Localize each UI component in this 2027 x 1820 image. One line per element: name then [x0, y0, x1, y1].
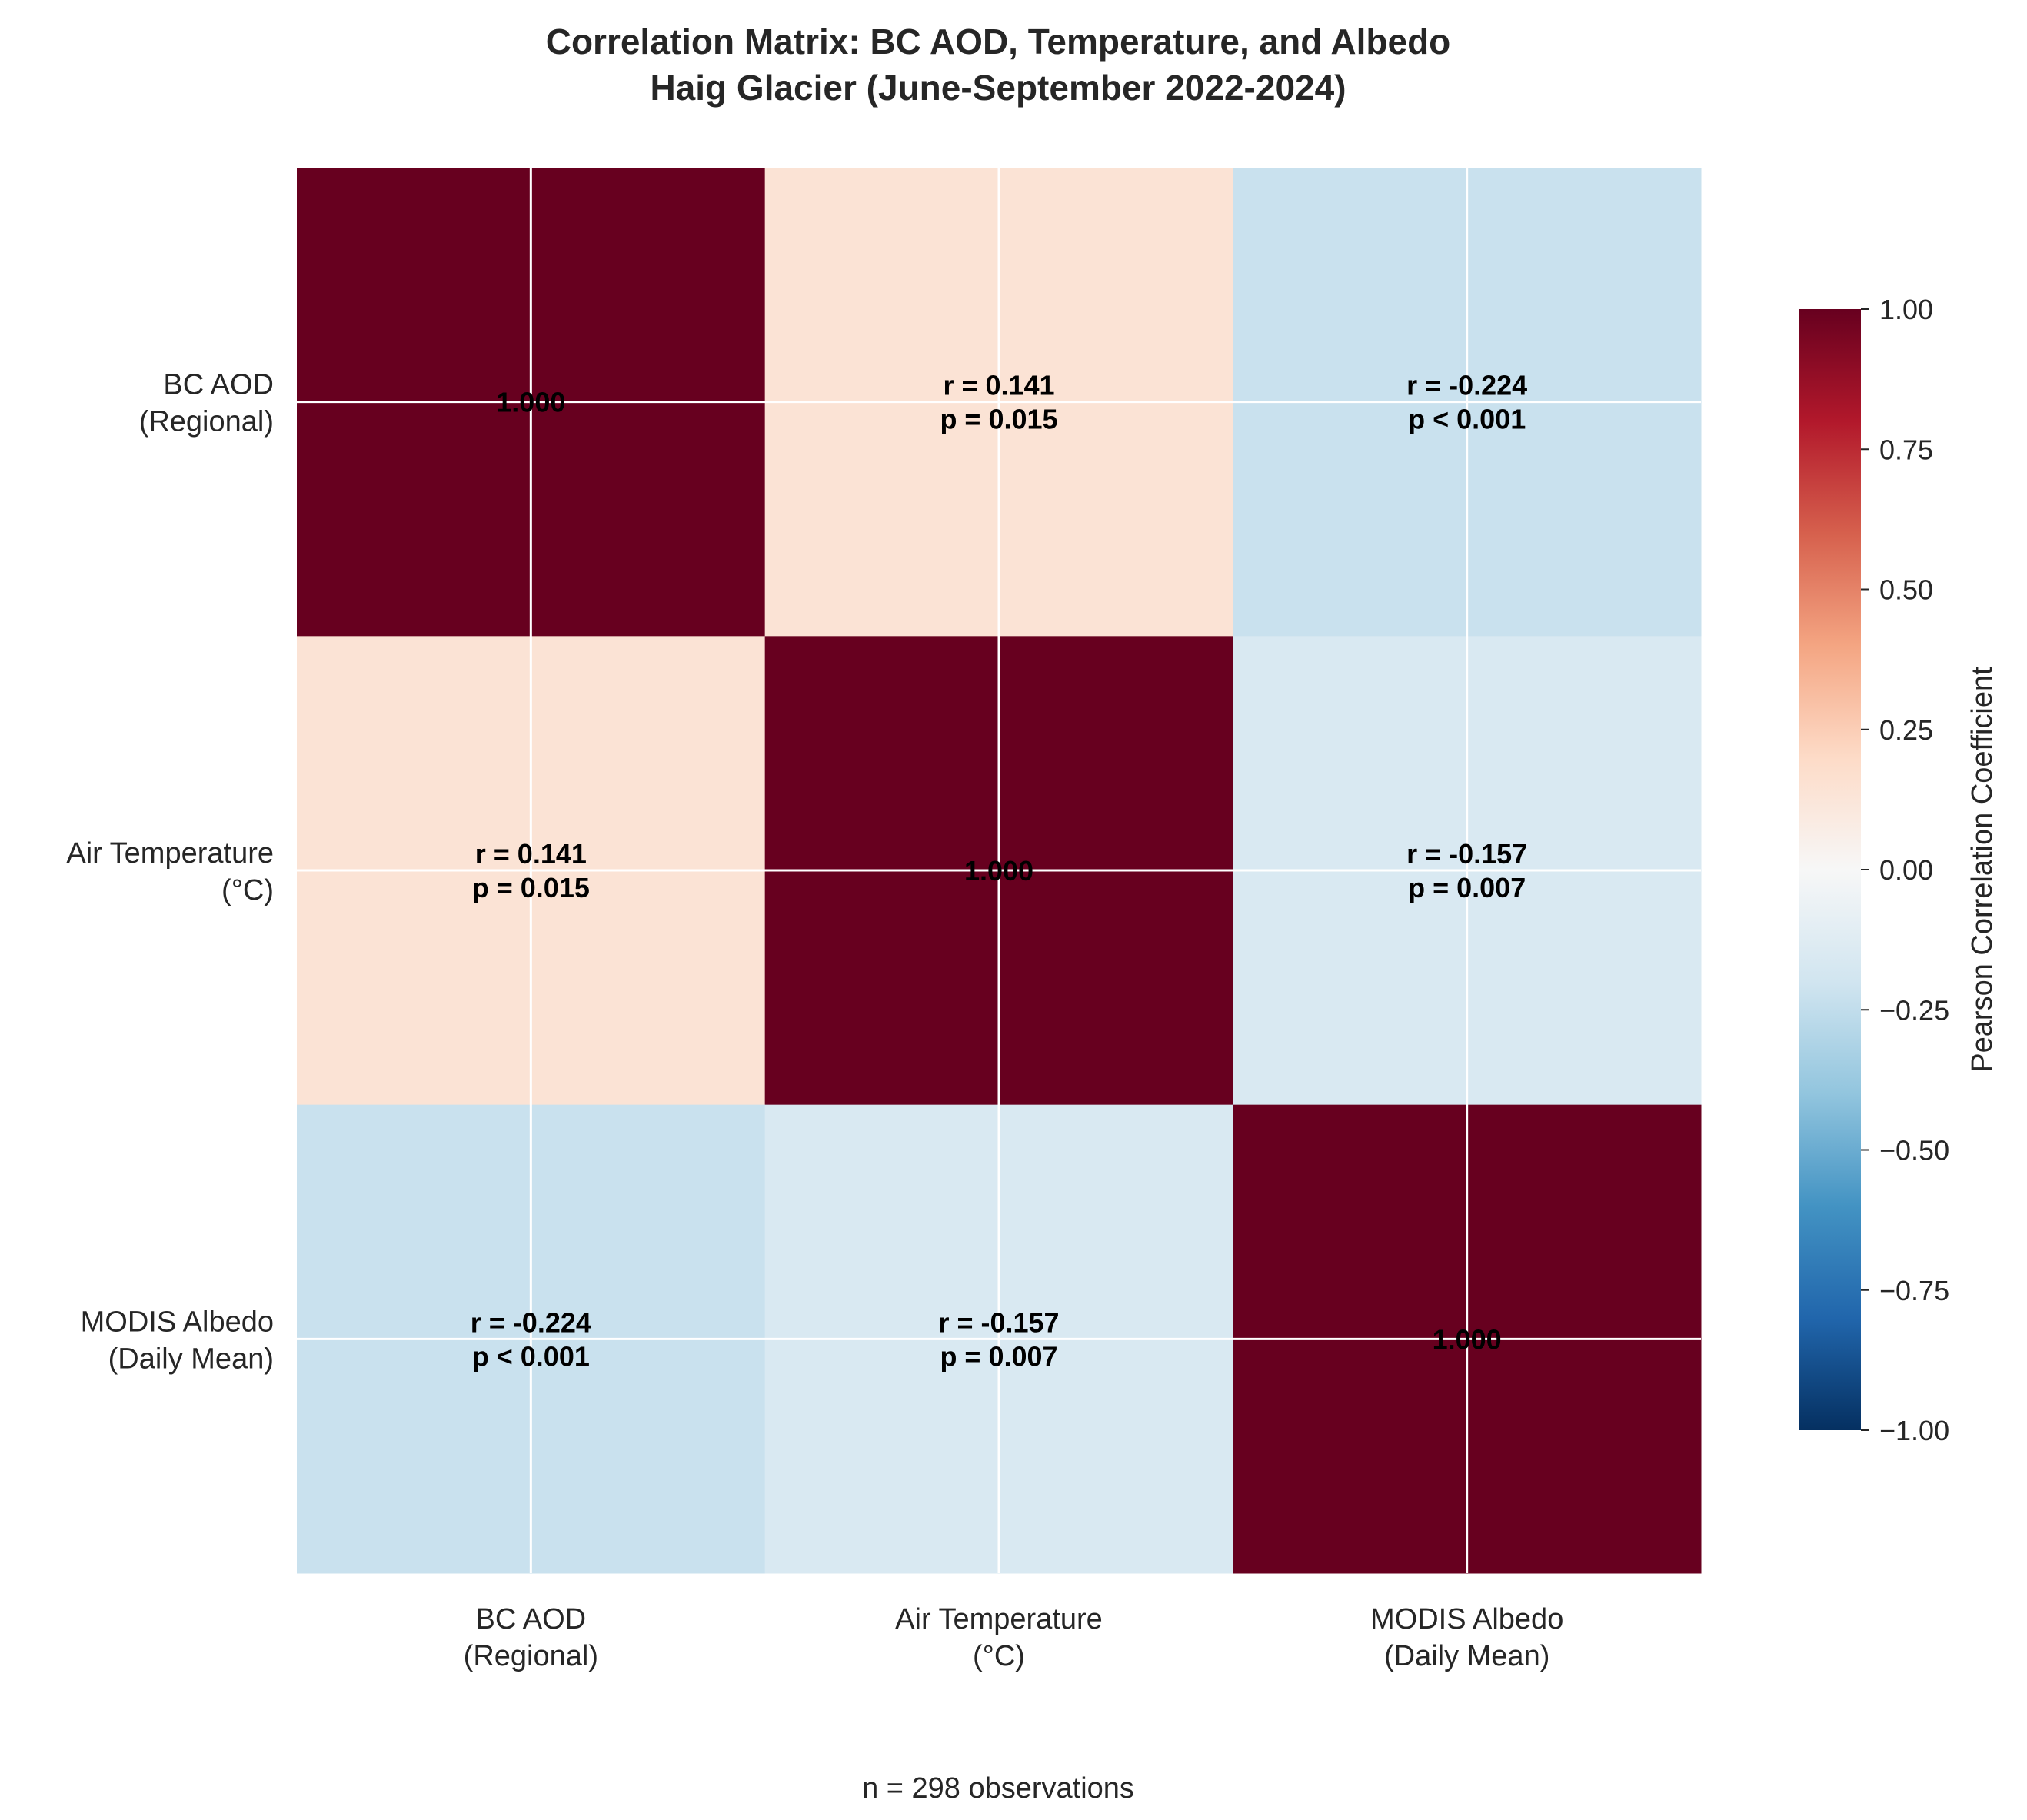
cell-label-r2-c0-line2: p < 0.001	[472, 1340, 590, 1372]
row-label-0-line2: (Regional)	[139, 406, 274, 438]
colorbar-label: Pearson Correlation Coefficient	[1966, 667, 1999, 1073]
row-label-0-line1: BC AOD	[163, 369, 274, 401]
colorbar-tick-label-5: −0.25	[1879, 994, 1949, 1026]
column-label-2-line1: MODIS Albedo	[1370, 1603, 1563, 1635]
colorbar-tick-label-0: 1.00	[1879, 294, 1933, 325]
colorbar-tick-label-7: −0.75	[1879, 1275, 1949, 1306]
colorbar-tick-label-4: 0.00	[1879, 854, 1933, 886]
row-label-1-line1: Air Temperature	[66, 837, 274, 870]
colorbar-tick-label-6: −0.50	[1879, 1135, 1949, 1166]
column-label-1-line1: Air Temperature	[895, 1603, 1103, 1635]
cell-label-r1-c1-line1: 1.000	[964, 855, 1033, 887]
colorbar-tick-label-1: 0.75	[1879, 434, 1933, 465]
colorbar-tick-label-2: 0.50	[1879, 574, 1933, 606]
cell-label-r0-c2-line1: r = -0.224	[1406, 370, 1527, 401]
cell-label-r2-c0-line1: r = -0.224	[471, 1306, 591, 1338]
cell-label-r0-c0-line1: 1.000	[496, 387, 565, 418]
cell-label-r2-c1-line1: r = -0.157	[938, 1306, 1059, 1338]
cell-label-r0-c2-line2: p < 0.001	[1408, 404, 1526, 435]
heatmap-gridlines	[297, 168, 1701, 1573]
x-axis-tick-labels: BC AOD (Regional) Air Temperature (°C) MODIS…	[464, 1603, 1564, 1672]
cell-label-r1-c2-line1: r = -0.157	[1406, 838, 1527, 870]
colorbar-tick-label-8: −1.00	[1879, 1415, 1949, 1446]
cell-label-r0-c1-line1: r = 0.141	[943, 370, 1054, 401]
chart-title: Correlation Matrix: BC AOD, Temperature,…	[546, 22, 1451, 108]
row-label-1-line2: (°C)	[221, 874, 274, 907]
row-label-2-line2: (Daily Mean)	[108, 1343, 274, 1375]
column-label-2-line2: (Daily Mean)	[1384, 1640, 1549, 1672]
column-label-0-line2: (Regional)	[464, 1640, 598, 1672]
observation-count-note: n = 298 observations	[862, 1772, 1134, 1805]
column-label-1-line2: (°C)	[973, 1640, 1025, 1672]
colorbar-gradient	[1799, 309, 1861, 1430]
cell-label-r0-c1-line2: p = 0.015	[940, 404, 1057, 435]
cell-label-r2-c2-line1: 1.000	[1433, 1323, 1502, 1355]
chart-title-line-2: Haig Glacier (June-September 2022-2024)	[650, 68, 1346, 108]
row-label-2-line1: MODIS Albedo	[81, 1306, 274, 1338]
colorbar-tick-labels: 1.00 0.75 0.50 0.25 0.00 −0.25 −0.50 −0.75 −1.00	[1861, 294, 1949, 1446]
y-axis-tick-labels: BC AOD (Regional) Air Temperature (°C) MODIS…	[66, 369, 274, 1376]
column-label-0-line1: BC AOD	[476, 1603, 587, 1635]
cell-label-r1-c0-line2: p = 0.015	[472, 872, 590, 903]
colorbar-tick-label-3: 0.25	[1879, 714, 1933, 746]
chart-title-line-1: Correlation Matrix: BC AOD, Temperature,…	[546, 22, 1451, 62]
cell-label-r1-c0-line1: r = 0.141	[475, 838, 587, 870]
cell-label-r2-c1-line2: p = 0.007	[940, 1340, 1057, 1372]
colorbar	[1799, 309, 1861, 1430]
cell-label-r1-c2-line2: p = 0.007	[1408, 872, 1526, 903]
